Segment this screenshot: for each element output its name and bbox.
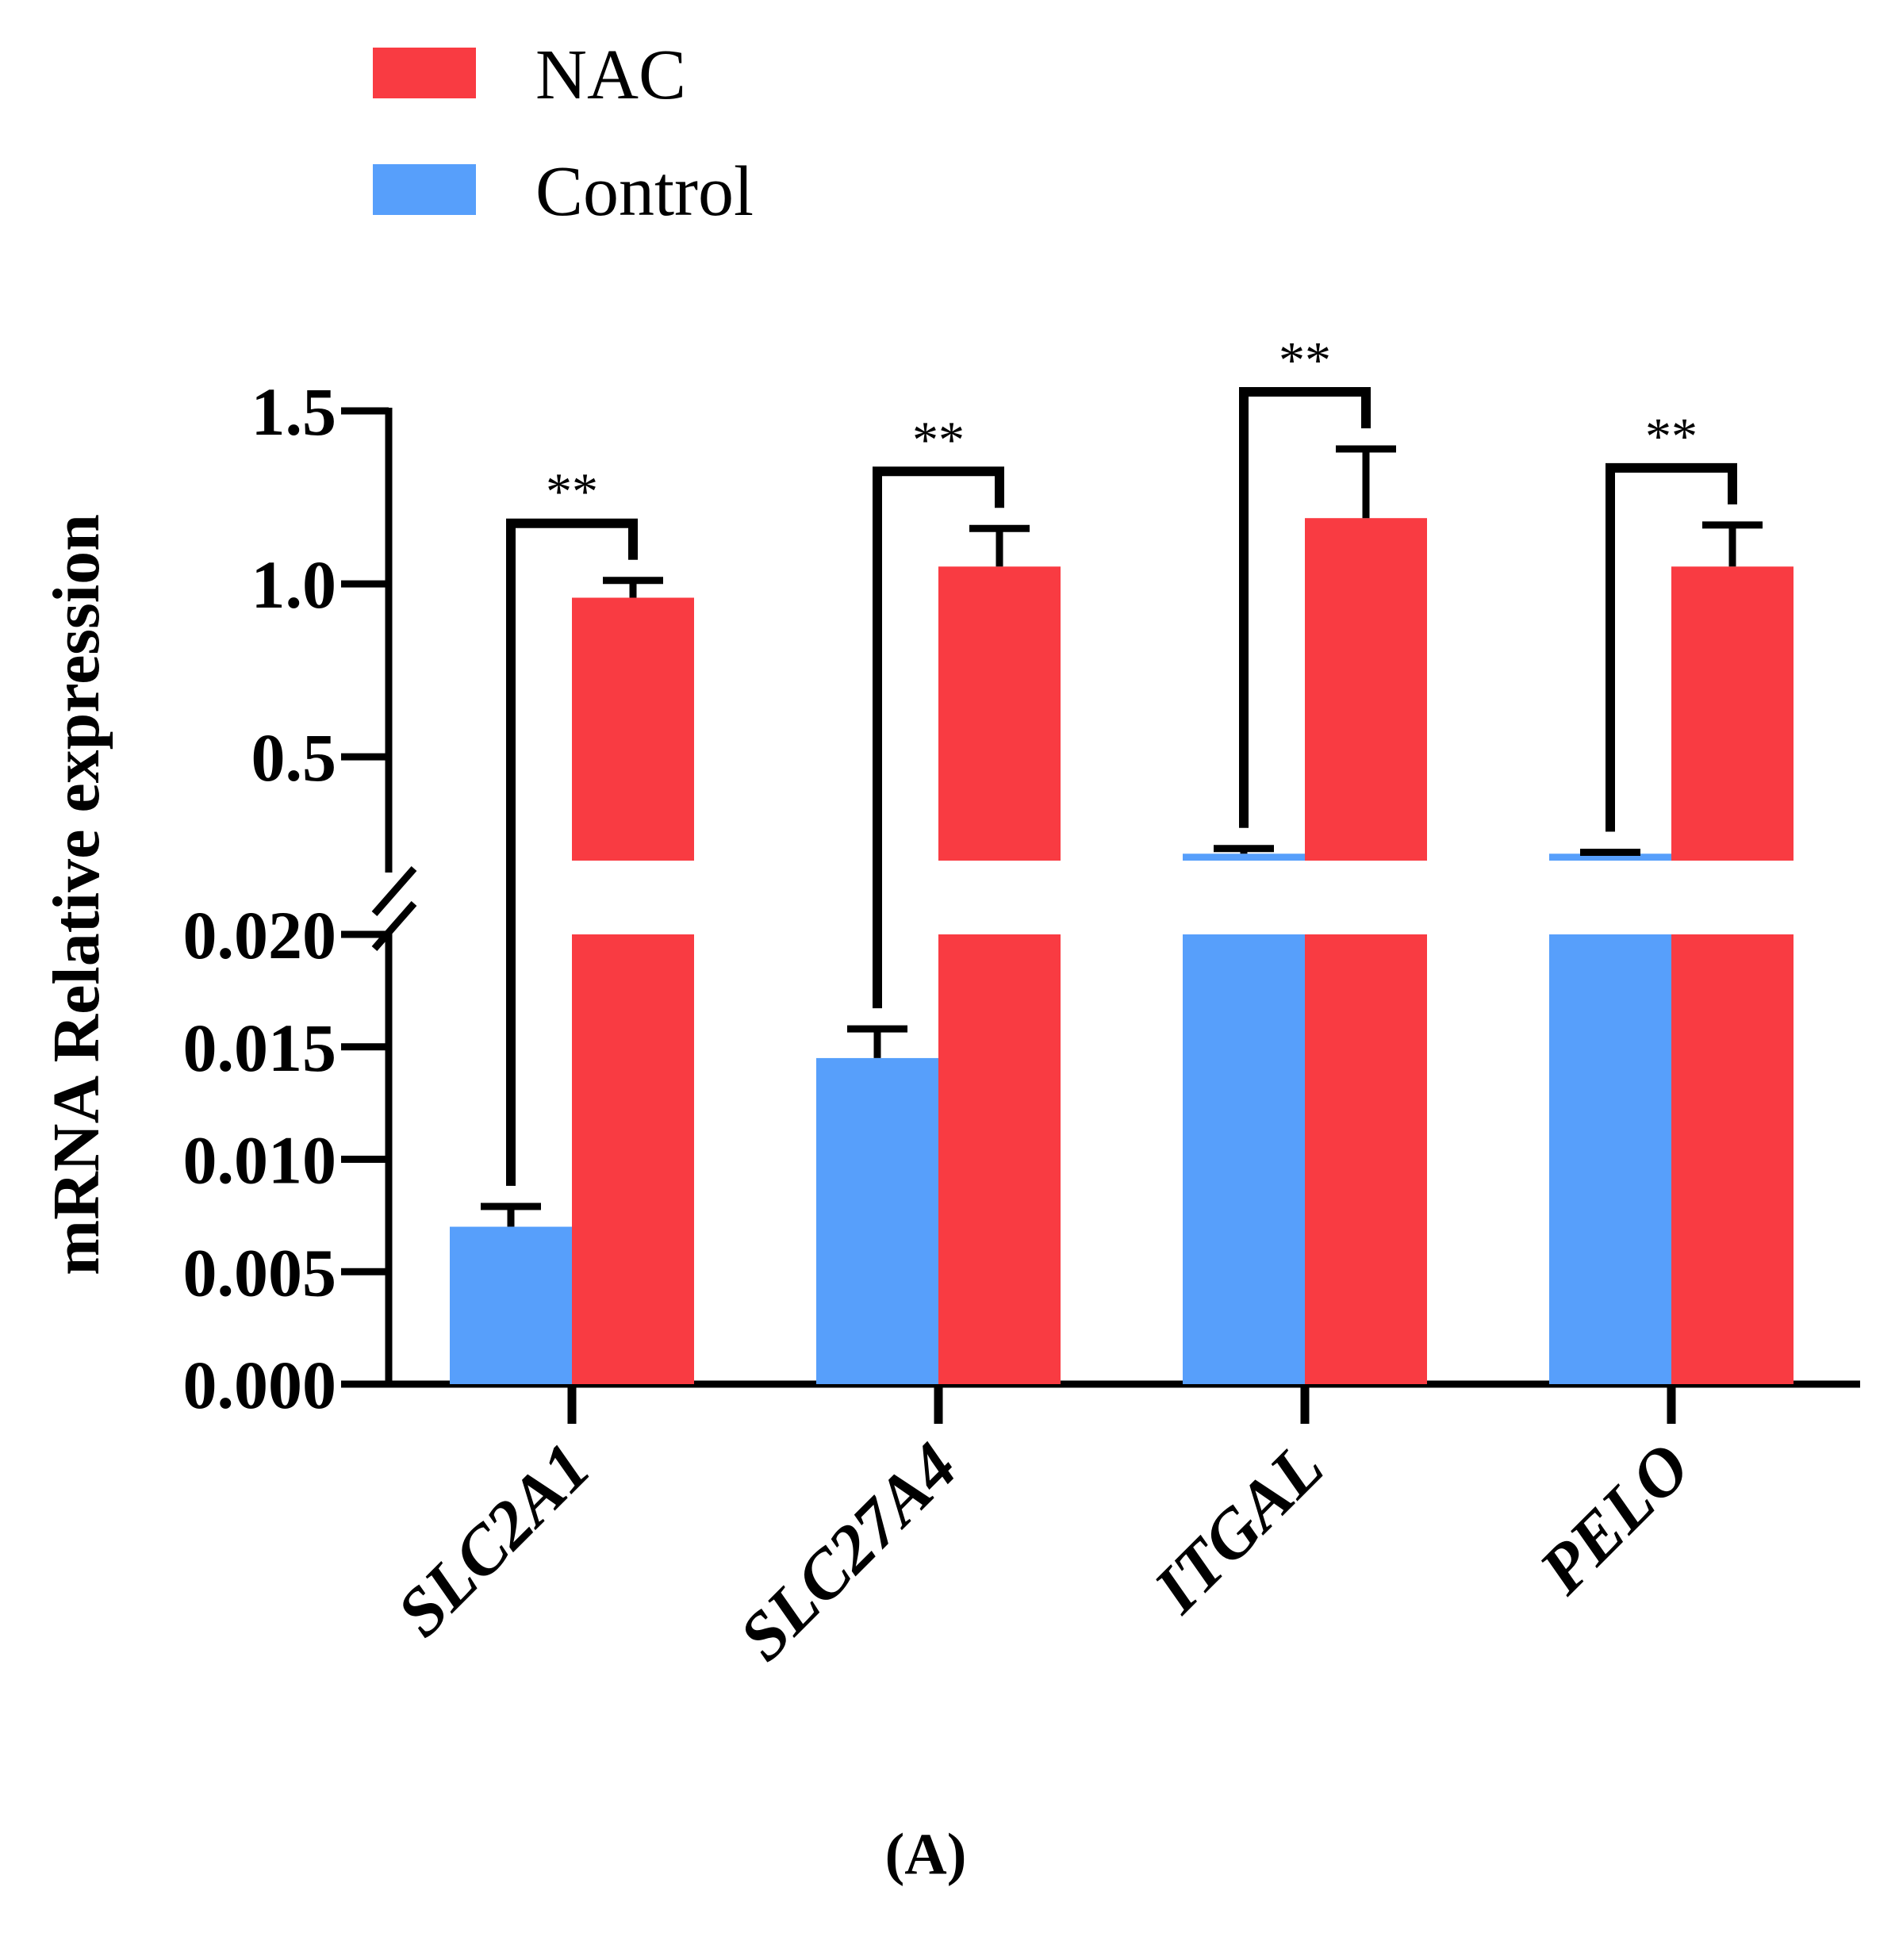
legend-swatch-nac — [373, 48, 476, 98]
axis-break-mark — [371, 866, 417, 916]
significance-bracket-pelo — [1606, 462, 1737, 832]
y-tick-label: 1.5 — [251, 374, 337, 450]
bar-pelo-nac-lower — [1671, 934, 1794, 1384]
bar-slc27a4-control — [816, 1057, 938, 1384]
y-tick-label: 0.020 — [183, 897, 337, 973]
significance-label-slc2a1: ** — [546, 463, 598, 521]
bar-pelo-control-lower — [1549, 934, 1671, 1384]
y-tick-label: 0.010 — [183, 1122, 337, 1199]
legend-label-nac: NAC — [535, 36, 686, 114]
bar-itgal-control-lower — [1183, 934, 1305, 1384]
legend-label-control: Control — [535, 152, 754, 231]
x-tick-label-itgal: ITGAL — [1138, 1429, 1337, 1628]
bar-slc2a1-nac-lower — [572, 934, 694, 1384]
significance-bracket-slc2a1 — [506, 518, 638, 1187]
y-tick-label: 0.005 — [183, 1234, 337, 1310]
legend-swatch-control — [373, 164, 476, 215]
bar-pelo-control-upper — [1549, 853, 1671, 861]
significance-label-pelo: ** — [1645, 408, 1698, 466]
axis-break-mark — [371, 901, 417, 951]
significance-brackets: ** ** ** ** — [506, 332, 1737, 1187]
bar-itgal-nac-upper — [1305, 518, 1427, 861]
y-axis-title: mRNA Relative expression — [40, 514, 113, 1275]
panel-label: (A) — [885, 1822, 967, 1887]
legend: NAC Control — [373, 36, 754, 231]
y-tick-label: 0.015 — [183, 1010, 337, 1086]
bar-itgal-nac-lower — [1305, 934, 1427, 1384]
significance-label-slc27a4: ** — [912, 411, 965, 469]
bar-slc27a4-nac-lower — [938, 934, 1061, 1384]
bar-slc2a1-nac-upper — [572, 597, 694, 861]
x-tick-label-slc27a4: SLC27A4 — [724, 1429, 971, 1675]
bars — [450, 445, 1794, 1384]
y-tick-label: 0.5 — [251, 719, 337, 796]
x-tick-label-pelo: PELO — [1524, 1429, 1704, 1609]
x-tick-label-slc2a1: SLC2A1 — [382, 1429, 605, 1651]
bar-slc27a4-nac-upper — [938, 566, 1061, 861]
significance-bracket-itgal — [1239, 386, 1371, 828]
bar-slc2a1-control — [450, 1226, 572, 1384]
significance-bracket-slc27a4 — [873, 466, 1004, 1009]
y-tick-label: 0.000 — [183, 1347, 337, 1423]
bar-pelo-nac-upper — [1671, 566, 1794, 861]
significance-label-itgal: ** — [1279, 332, 1331, 389]
y-tick-label: 1.0 — [251, 547, 337, 623]
bar-itgal-control-upper — [1183, 853, 1305, 861]
